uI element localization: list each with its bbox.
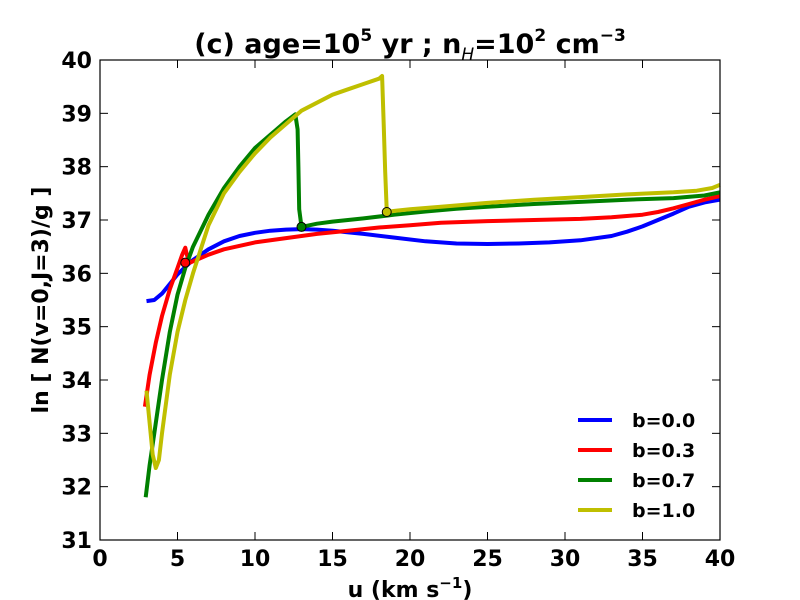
- legend-label-b03: b=0.3: [632, 440, 695, 462]
- marker-b10: [381, 207, 392, 217]
- series-line-b03: [142, 194, 721, 407]
- legend-label-b10: b=1.0: [632, 500, 695, 522]
- ticks-layer: [99, 59, 721, 541]
- series-line-b07: [143, 112, 721, 498]
- y-axis-label: ln [ N(v=0,J=3)/g ]: [29, 187, 54, 414]
- series-layer: [142, 74, 721, 498]
- x-tick-label: 0: [92, 547, 107, 572]
- y-tick-label: 40: [61, 49, 92, 74]
- y-tick-label: 37: [61, 209, 92, 234]
- y-tick-label: 36: [61, 262, 92, 287]
- x-tick-label: 40: [705, 547, 736, 572]
- y-tick-label: 34: [61, 369, 92, 394]
- y-tick-label: 39: [61, 102, 92, 127]
- series-line-b10: [144, 74, 721, 470]
- x-tick-label: 10: [240, 547, 271, 572]
- chart-title: (c) age=105 yr ; nH=102 cm−3: [194, 26, 626, 65]
- y-tick-label: 38: [61, 156, 92, 181]
- x-tick-label: 5: [170, 547, 185, 572]
- plot-area: [100, 60, 720, 540]
- marker-b03: [180, 257, 191, 268]
- y-tick-label: 35: [61, 316, 92, 341]
- legend-label-b00: b=0.0: [632, 410, 695, 432]
- x-tick-label: 15: [317, 547, 348, 572]
- marker-layer: [180, 207, 392, 268]
- x-axis-label: u (km s−1): [348, 574, 473, 600]
- x-tick-label: 35: [627, 547, 658, 572]
- x-tick-label: 25: [472, 547, 503, 572]
- legend: b=0.0 b=0.3 b=0.7 b=1.0: [578, 410, 695, 522]
- y-tick-label: 31: [61, 529, 92, 554]
- x-tick-label: 20: [395, 547, 426, 572]
- y-tick-label: 33: [61, 422, 92, 447]
- x-tick-labels: 0 5 10 15 20 25 30 35 40: [92, 547, 735, 572]
- y-tick-label: 32: [61, 476, 92, 501]
- legend-label-b07: b=0.7: [632, 470, 695, 492]
- marker-b07: [296, 221, 307, 232]
- x-tick-label: 30: [550, 547, 581, 572]
- y-tick-labels: 31 32 33 34 35 36 37 38 39 40: [61, 49, 92, 554]
